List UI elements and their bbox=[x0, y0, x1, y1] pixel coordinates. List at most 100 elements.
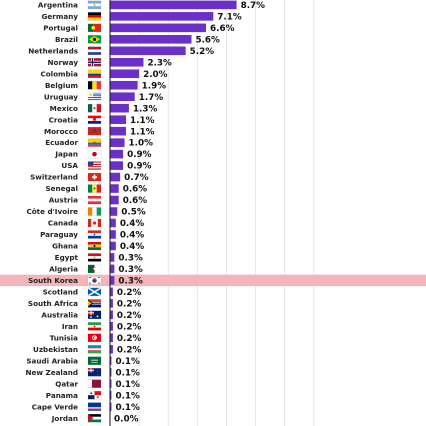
value-label: 1.7% bbox=[139, 93, 164, 103]
bar bbox=[110, 80, 138, 90]
bar bbox=[110, 149, 124, 159]
row-algeria: Algeria 0.3% bbox=[49, 265, 143, 276]
flag-algeria-icon bbox=[87, 264, 102, 274]
flag-ecuador-icon bbox=[87, 138, 102, 147]
value-label: 0.1% bbox=[115, 380, 140, 390]
bar bbox=[110, 138, 125, 147]
flag-norway-icon bbox=[87, 58, 102, 67]
bar bbox=[110, 218, 116, 228]
country-label: South Africa bbox=[28, 299, 78, 308]
country-label: Argentina bbox=[38, 0, 78, 9]
country-label: Morocco bbox=[44, 127, 78, 136]
flag-morocco-icon bbox=[87, 126, 102, 136]
bar bbox=[110, 310, 113, 320]
row-uruguay: Uruguay 1.7% bbox=[44, 92, 163, 103]
value-label: 0.7% bbox=[124, 173, 149, 183]
country-label: Scotland bbox=[43, 287, 78, 296]
flag-colombia-icon bbox=[87, 69, 102, 78]
value-label: 0.4% bbox=[120, 219, 145, 229]
row-south-africa: South Africa 0.2% bbox=[28, 299, 142, 310]
bar bbox=[110, 12, 214, 21]
bar bbox=[110, 207, 118, 216]
bar bbox=[110, 402, 112, 411]
value-label: 1.3% bbox=[133, 104, 158, 114]
value-label: 0.4% bbox=[120, 242, 145, 252]
country-label: USA bbox=[61, 161, 78, 170]
flag-portugal-icon bbox=[87, 23, 102, 33]
row-belgium: Belgium 1.9% bbox=[45, 81, 166, 92]
country-label: Uruguay bbox=[44, 92, 78, 101]
value-label: 0.9% bbox=[127, 162, 152, 172]
bar bbox=[110, 0, 237, 10]
country-label: Germany bbox=[42, 12, 79, 21]
row-panama: Panama 0.1% bbox=[46, 391, 140, 402]
country-label: Brazil bbox=[55, 35, 78, 44]
bar bbox=[110, 356, 112, 366]
country-label: Portugal bbox=[43, 23, 78, 32]
flag-egypt-icon bbox=[87, 253, 102, 262]
flag-south-korea-icon bbox=[87, 276, 102, 285]
flag-mexico-icon bbox=[87, 103, 102, 113]
flag-tunisia-icon bbox=[87, 333, 102, 342]
flag-cape-verde-icon bbox=[87, 402, 102, 411]
row-colombia: Colombia 2.0% bbox=[40, 69, 167, 80]
flag-usa-icon bbox=[87, 161, 102, 170]
value-label: 6.6% bbox=[210, 24, 235, 34]
row-south-korea: South Korea 0.3% bbox=[0, 274, 426, 287]
country-label: Saudi Arabia bbox=[26, 356, 78, 365]
flag-qatar-icon bbox=[87, 379, 102, 388]
flag-new-zealand-icon bbox=[87, 368, 102, 377]
row-ecuador: Ecuador 1.0% bbox=[45, 138, 153, 149]
bar bbox=[110, 184, 119, 193]
value-label: 2.0% bbox=[143, 70, 168, 80]
bar bbox=[110, 195, 119, 205]
flag-brazil-icon bbox=[87, 35, 102, 44]
value-label: 0.4% bbox=[120, 231, 145, 241]
value-label: 1.1% bbox=[130, 127, 155, 137]
row-mexico: Mexico 1.3% bbox=[50, 104, 158, 115]
row-brazil: Brazil 5.6% bbox=[55, 35, 220, 46]
row-netherlands: Netherlands 5.2% bbox=[28, 46, 214, 57]
row-scotland: Scotland 0.2% bbox=[43, 287, 141, 298]
value-label: 2.3% bbox=[147, 58, 172, 68]
value-label: 0.6% bbox=[123, 196, 148, 206]
value-label: 0.2% bbox=[117, 334, 142, 344]
value-label: 0.2% bbox=[117, 299, 142, 309]
flag-saudi-arabia-icon bbox=[87, 356, 102, 365]
bar bbox=[110, 344, 113, 354]
flag-australia-icon bbox=[87, 310, 102, 320]
country-label: Iran bbox=[62, 322, 78, 331]
country-label: Cape Verde bbox=[32, 402, 78, 411]
value-label: 5.6% bbox=[195, 35, 220, 45]
bar bbox=[110, 23, 207, 33]
country-label: Egypt bbox=[55, 253, 79, 262]
country-label: Jordan bbox=[51, 414, 78, 423]
country-label: Qatar bbox=[55, 379, 78, 388]
value-label: 7.1% bbox=[217, 12, 242, 22]
country-label: Tunisia bbox=[50, 333, 79, 342]
country-label: Switzerland bbox=[30, 173, 78, 182]
flag-jordan-icon bbox=[87, 413, 102, 423]
country-label: Mexico bbox=[50, 104, 78, 113]
bar bbox=[110, 35, 192, 44]
row-austria: Austria 0.6% bbox=[49, 196, 148, 207]
bar bbox=[110, 367, 112, 377]
value-label: 0.1% bbox=[115, 357, 140, 367]
country-label: Colombia bbox=[40, 69, 78, 78]
country-label: New Zealand bbox=[25, 368, 78, 377]
value-label: 0.2% bbox=[117, 345, 142, 355]
country-label: Australia bbox=[41, 310, 78, 319]
row-new-zealand: New Zealand 0.1% bbox=[25, 368, 140, 379]
bar bbox=[110, 57, 144, 67]
value-label: 0.5% bbox=[121, 208, 146, 218]
value-label: 0.3% bbox=[118, 265, 143, 275]
row-egypt: Egypt 0.3% bbox=[55, 253, 143, 264]
value-label: 0.1% bbox=[115, 368, 140, 378]
bar bbox=[110, 230, 116, 239]
row-argentina: Argentina 8.7% bbox=[38, 0, 265, 11]
value-label: 5.2% bbox=[190, 47, 215, 57]
bar bbox=[110, 172, 121, 182]
country-label: Côte d'Ivoire bbox=[26, 207, 78, 216]
row-qatar: Qatar 0.1% bbox=[55, 379, 140, 390]
flag-switzerland-icon bbox=[87, 172, 102, 182]
